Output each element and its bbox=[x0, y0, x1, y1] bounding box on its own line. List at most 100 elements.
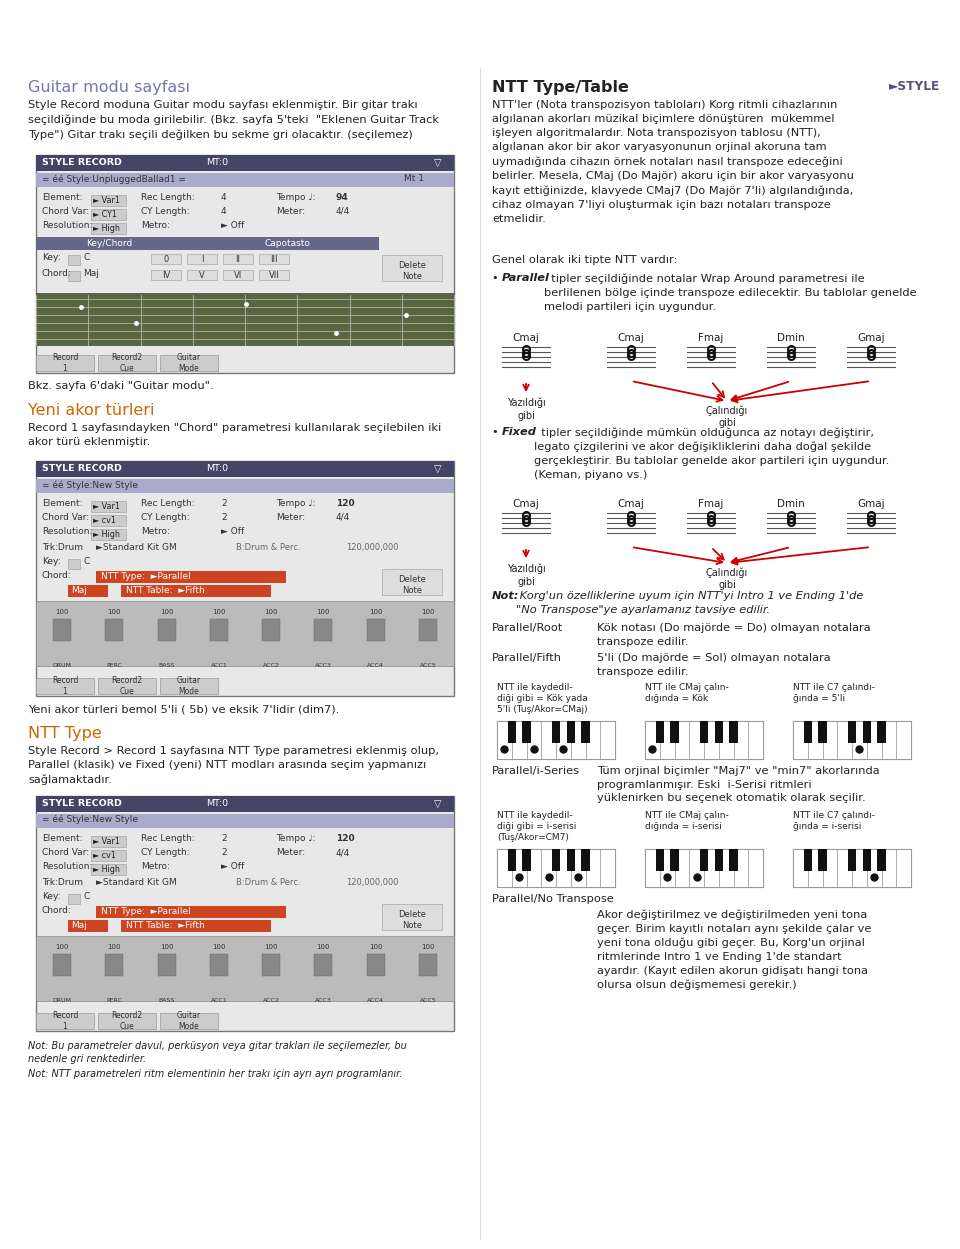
Text: Mt 1: Mt 1 bbox=[404, 174, 424, 184]
Bar bbox=[98, 1013, 156, 1029]
Bar bbox=[91, 195, 126, 206]
Text: Dmin: Dmin bbox=[778, 333, 804, 343]
Text: PERC: PERC bbox=[107, 663, 122, 668]
Text: Pa800 İşletim Sistemi 1.50 sürümü: Pa800 İşletim Sistemi 1.50 sürümü bbox=[530, 16, 872, 36]
Bar bbox=[645, 849, 660, 887]
Bar bbox=[719, 721, 733, 759]
Text: NTT Type/Table: NTT Type/Table bbox=[492, 80, 629, 95]
Text: Trk:Drum: Trk:Drum bbox=[42, 543, 83, 552]
Text: 4/4: 4/4 bbox=[336, 207, 350, 216]
Text: Korg'un özelliklerine uyum için NTT'yi Intro 1 ve Ending 1'de
"No Transpose"ye a: Korg'un özelliklerine uyum için NTT'yi I… bbox=[516, 591, 863, 615]
Bar bbox=[526, 849, 541, 887]
Text: Tempo ♩:: Tempo ♩: bbox=[276, 500, 316, 508]
Bar bbox=[852, 849, 867, 887]
Bar bbox=[689, 849, 704, 887]
Text: Meter:: Meter: bbox=[276, 207, 305, 216]
Bar bbox=[36, 355, 94, 371]
Bar bbox=[187, 270, 217, 280]
Text: ▽: ▽ bbox=[434, 159, 442, 169]
Bar bbox=[497, 721, 615, 759]
Text: Element:: Element: bbox=[42, 834, 83, 843]
Text: NTT ile kaydedil-
diği gibi = i-serisi
(Tuş/Akor=CM7): NTT ile kaydedil- diği gibi = i-serisi (… bbox=[497, 811, 576, 842]
Text: Gmaj: Gmaj bbox=[857, 333, 885, 343]
Text: Chord Var:: Chord Var: bbox=[42, 513, 89, 522]
Text: = éé Style:New Style: = éé Style:New Style bbox=[42, 480, 138, 490]
Bar bbox=[106, 620, 124, 641]
Bar bbox=[512, 849, 526, 887]
Text: Cmaj: Cmaj bbox=[513, 333, 540, 343]
Text: Style Record Modu: Style Record Modu bbox=[742, 27, 872, 41]
Text: 100: 100 bbox=[108, 610, 121, 615]
Text: Fmaj: Fmaj bbox=[698, 500, 724, 510]
Text: ACC5: ACC5 bbox=[420, 998, 436, 1003]
Bar bbox=[91, 209, 126, 220]
Text: ► CY1: ► CY1 bbox=[93, 210, 117, 219]
Text: Not: NTT parametreleri ritm elementinin her trakı için ayrı ayrı programlanır.: Not: NTT parametreleri ritm elementinin … bbox=[28, 1069, 402, 1079]
Bar bbox=[586, 721, 600, 759]
Bar bbox=[748, 849, 763, 887]
Text: Delete
Note: Delete Note bbox=[398, 575, 426, 595]
Bar bbox=[793, 721, 911, 759]
Bar bbox=[157, 954, 176, 975]
Text: Record
1: Record 1 bbox=[52, 676, 78, 696]
Text: Record2
Cue: Record2 Cue bbox=[111, 1012, 143, 1030]
Text: Çalındığı
gibi: Çalındığı gibi bbox=[706, 405, 748, 428]
Text: ►STYLE: ►STYLE bbox=[889, 80, 940, 92]
Text: ►Standard Kit GM: ►Standard Kit GM bbox=[96, 543, 177, 552]
Text: ► Var1: ► Var1 bbox=[93, 502, 120, 511]
Text: Chord:: Chord: bbox=[42, 906, 72, 916]
Text: 100: 100 bbox=[264, 944, 277, 950]
Text: NTT Table:  ►Fifth: NTT Table: ►Fifth bbox=[126, 586, 204, 595]
Bar bbox=[160, 678, 218, 694]
Text: Rec Length:: Rec Length: bbox=[141, 500, 195, 508]
Text: B:Drum & Perc.: B:Drum & Perc. bbox=[236, 543, 300, 552]
Text: Fixed: Fixed bbox=[502, 427, 537, 437]
Bar bbox=[68, 585, 108, 597]
Text: 4/4: 4/4 bbox=[336, 513, 350, 522]
Bar bbox=[419, 954, 437, 975]
Bar bbox=[556, 849, 571, 887]
Text: C: C bbox=[83, 557, 89, 566]
Text: Parallel/No Transpose: Parallel/No Transpose bbox=[492, 894, 613, 904]
Bar bbox=[881, 849, 897, 887]
Bar bbox=[91, 530, 126, 540]
Bar bbox=[497, 721, 512, 759]
Text: Record2
Cue: Record2 Cue bbox=[111, 676, 143, 696]
Text: ACC3: ACC3 bbox=[315, 663, 332, 668]
Bar bbox=[819, 849, 827, 871]
Text: Gmaj: Gmaj bbox=[857, 500, 885, 510]
Bar bbox=[36, 294, 454, 345]
Bar bbox=[68, 921, 108, 932]
Text: NTT Type:  ►Parallel: NTT Type: ►Parallel bbox=[101, 572, 191, 581]
Text: Cmaj: Cmaj bbox=[513, 500, 540, 510]
Text: Cmaj: Cmaj bbox=[617, 333, 644, 343]
Text: Yazıldığı
gibi: Yazıldığı gibi bbox=[507, 398, 545, 421]
Bar bbox=[508, 849, 516, 871]
Text: V: V bbox=[199, 271, 204, 280]
Bar bbox=[675, 721, 689, 759]
Bar bbox=[157, 620, 176, 641]
Text: C: C bbox=[83, 892, 89, 901]
Text: STYLE RECORD: STYLE RECORD bbox=[42, 463, 122, 473]
Text: II: II bbox=[235, 255, 241, 264]
Bar bbox=[53, 954, 71, 975]
Text: Element:: Element: bbox=[42, 194, 83, 202]
Text: Key:: Key: bbox=[42, 892, 60, 901]
Text: 100: 100 bbox=[369, 944, 382, 950]
Text: III: III bbox=[271, 255, 277, 264]
Bar bbox=[314, 620, 332, 641]
Text: Rec Length:: Rec Length: bbox=[141, 834, 195, 843]
Text: DRUM: DRUM bbox=[53, 663, 72, 668]
Text: Maj: Maj bbox=[71, 586, 86, 595]
Text: NTT ile CMaj çalın-
dığında = i-serisi: NTT ile CMaj çalın- dığında = i-serisi bbox=[645, 811, 729, 831]
Text: 100: 100 bbox=[421, 610, 435, 615]
Bar bbox=[36, 936, 454, 1000]
Bar bbox=[552, 849, 560, 871]
Text: 4: 4 bbox=[221, 194, 227, 202]
Text: Style Record > Record 1 sayfasına NTT Type parametresi eklenmiş olup,
Parallel (: Style Record > Record 1 sayfasına NTT Ty… bbox=[28, 746, 439, 784]
Text: 100: 100 bbox=[108, 944, 121, 950]
Bar bbox=[582, 849, 589, 871]
Bar bbox=[98, 355, 156, 371]
Text: 100: 100 bbox=[160, 944, 174, 950]
Bar bbox=[220, 237, 379, 250]
